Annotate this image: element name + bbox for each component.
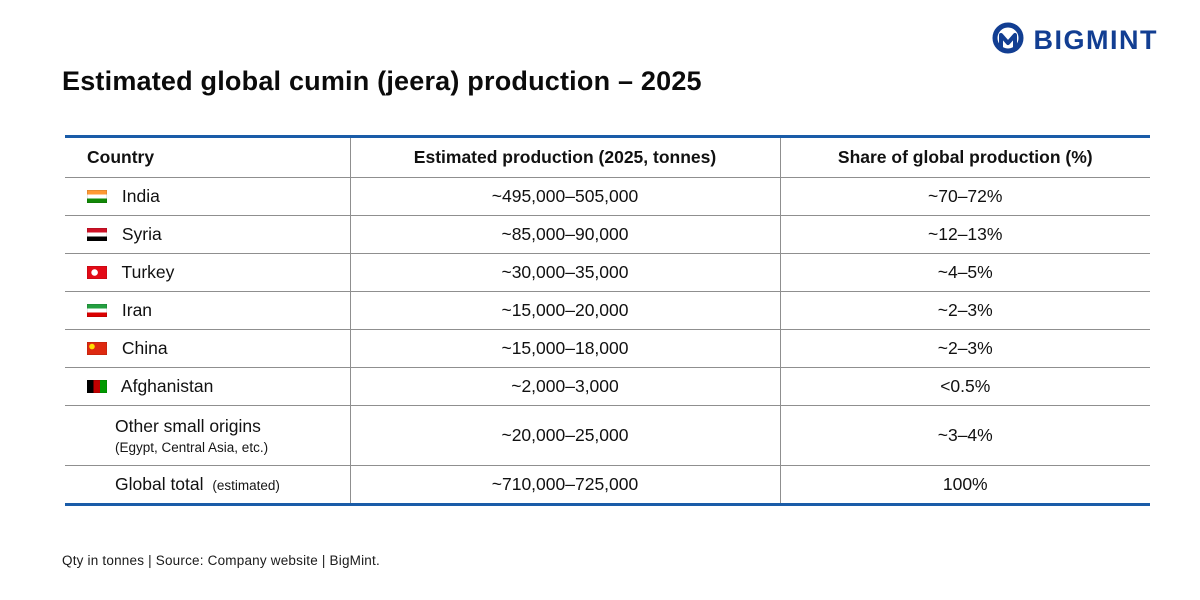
production-cell: ~495,000–505,000 (349, 177, 780, 216)
source-note: Qty in tonnes | Source: Company website … (62, 553, 380, 568)
country-label: China (121, 338, 168, 358)
china-flag-icon (87, 342, 107, 355)
share-cell: ~12–13% (779, 215, 1150, 254)
production-cell: ~85,000–90,000 (349, 215, 780, 254)
afghanistan-flag-icon (87, 380, 107, 393)
share-cell: ~4–5% (779, 253, 1150, 292)
share-cell: ~70–72% (779, 177, 1150, 216)
table-row: Iran ~15,000–20,000 ~2–3% (65, 291, 1150, 330)
production-cell: ~15,000–18,000 (349, 329, 780, 368)
share-cell: 100% (779, 465, 1150, 505)
table-row: Afghanistan ~2,000–3,000 <0.5% (65, 367, 1150, 406)
india-flag-icon (87, 190, 107, 203)
production-cell: ~20,000–25,000 (349, 405, 780, 466)
country-cell: Global total (estimated) (65, 466, 350, 505)
table-row: China ~15,000–18,000 ~2–3% (65, 329, 1150, 368)
country-label: Global total (115, 474, 204, 494)
country-sublabel: (estimated) (212, 478, 280, 493)
brand-name: BIGMINT (1033, 24, 1158, 55)
country-label: Iran (121, 300, 153, 320)
table-row: Turkey ~30,000–35,000 ~4–5% (65, 253, 1150, 292)
country-sublabel: (Egypt, Central Asia, etc.) (115, 440, 269, 455)
page-title: Estimated global cumin (jeera) productio… (62, 66, 702, 97)
country-cell: India (65, 178, 350, 216)
country-label: Afghanistan (120, 376, 214, 396)
brand-logo: BIGMINT (990, 22, 1159, 58)
column-header-share: Share of global production (%) (779, 136, 1150, 178)
country-cell: Syria (65, 216, 350, 254)
country-cell: Turkey (65, 254, 350, 292)
country-label: Syria (121, 224, 162, 244)
production-cell: ~2,000–3,000 (349, 367, 780, 406)
iran-flag-icon (87, 304, 107, 317)
column-header-country: Country (87, 147, 155, 167)
share-cell: <0.5% (779, 367, 1150, 406)
bigmint-logo-icon (992, 22, 1023, 54)
country-label: Turkey (121, 262, 175, 282)
turkey-flag-icon (87, 266, 107, 279)
syria-flag-icon (87, 228, 107, 241)
table-row: India ~495,000–505,000 ~70–72% (65, 177, 1150, 216)
country-cell: China (65, 330, 350, 368)
table-row: Other small origins (Egypt, Central Asia… (65, 405, 1150, 466)
share-cell: ~3–4% (779, 405, 1150, 466)
production-cell: ~710,000–725,000 (349, 465, 780, 505)
share-cell: ~2–3% (779, 329, 1150, 368)
country-label: India (121, 186, 160, 206)
production-table: Country Estimated production (2025, tonn… (65, 135, 1150, 506)
table-header-row: Country Estimated production (2025, tonn… (65, 136, 1150, 178)
column-header-production: Estimated production (2025, tonnes) (349, 136, 780, 178)
production-cell: ~30,000–35,000 (349, 253, 780, 292)
share-cell: ~2–3% (779, 291, 1150, 330)
production-cell: ~15,000–20,000 (349, 291, 780, 330)
country-cell: Iran (65, 292, 350, 330)
table-row: Syria ~85,000–90,000 ~12–13% (65, 215, 1150, 254)
country-label: Other small origins (115, 416, 261, 436)
table-row-total: Global total (estimated) ~710,000–725,00… (65, 465, 1150, 505)
country-cell: Afghanistan (65, 368, 350, 406)
country-cell: Other small origins (Egypt, Central Asia… (65, 406, 350, 466)
